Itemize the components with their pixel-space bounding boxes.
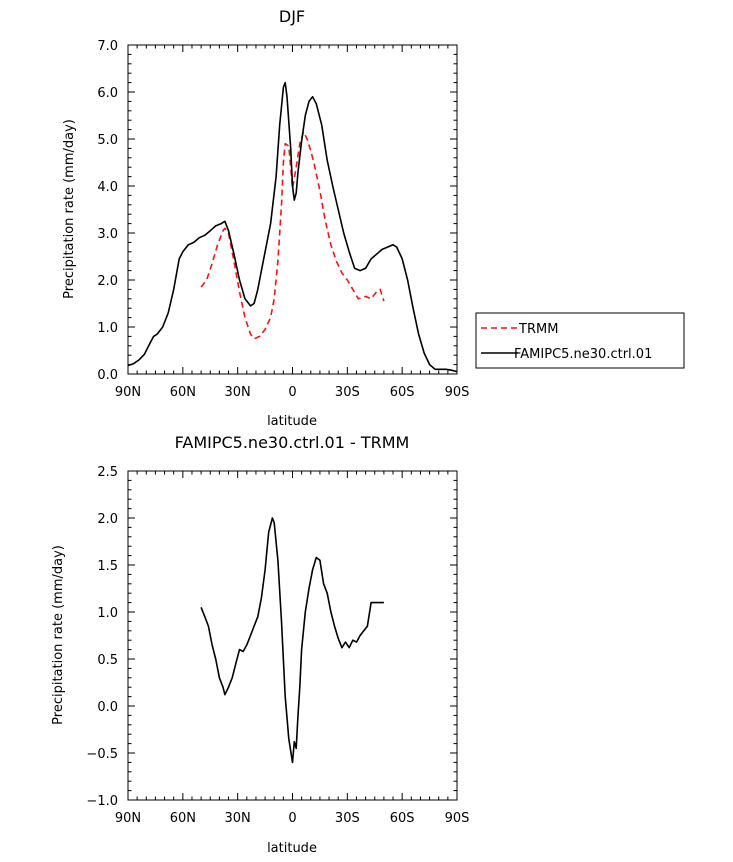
y-tick-label: 4.0 bbox=[97, 180, 118, 195]
plot-frame bbox=[127, 44, 458, 375]
x-tick-label: 0 bbox=[288, 811, 296, 826]
y-tick-label: 2.5 bbox=[97, 465, 118, 480]
y-tick-label: 1.0 bbox=[97, 321, 118, 336]
x-tick-label: 90S bbox=[445, 811, 470, 826]
y-tick-label: 0.0 bbox=[97, 368, 118, 383]
series-line-trmm bbox=[200, 131, 385, 340]
y-tick-label: 7.0 bbox=[97, 39, 118, 54]
x-tick-label: 30S bbox=[335, 385, 360, 400]
series-line-famipc5-ne30-ctrl-01 bbox=[127, 81, 458, 373]
x-tick-label: 90N bbox=[115, 385, 141, 400]
x-tick-label: 60S bbox=[390, 385, 415, 400]
y-tick-label: 2.0 bbox=[97, 274, 118, 289]
x-tick-label: 90N bbox=[115, 811, 141, 826]
y-tick-label: 2.0 bbox=[97, 512, 118, 527]
legend-label-model: FAMIPC5.ne30.ctrl.01 bbox=[514, 347, 652, 362]
y-tick-label: 1.0 bbox=[97, 606, 118, 621]
x-tick-label: 0 bbox=[288, 385, 296, 400]
x-tick-label: 30N bbox=[225, 811, 251, 826]
x-axis-title: latitude bbox=[267, 414, 317, 429]
y-tick-label: 6.0 bbox=[97, 86, 118, 101]
legend: TRMM FAMIPC5.ne30.ctrl.01 bbox=[475, 312, 685, 369]
y-tick-label: 1.5 bbox=[97, 559, 118, 574]
series-line-difference bbox=[200, 517, 384, 764]
legend-box bbox=[475, 312, 685, 369]
panel-title: FAMIPC5.ne30.ctrl.01 - TRMM bbox=[175, 433, 410, 452]
plot-frame bbox=[127, 470, 458, 801]
x-tick-label: 30N bbox=[225, 385, 251, 400]
precip-panel: DJF 90N 60N 30N 0 30S 60S 90S 0.0 1.0 2.0 3.0 4.0 5.… bbox=[62, 7, 469, 429]
panel-title: DJF bbox=[279, 7, 305, 26]
legend-label-trmm: TRMM bbox=[518, 322, 558, 337]
y-tick-label: 5.0 bbox=[97, 133, 118, 148]
x-axis-title: latitude bbox=[267, 841, 317, 856]
y-tick-label: −0.5 bbox=[86, 747, 118, 762]
y-tick-label: 3.0 bbox=[97, 227, 118, 242]
y-axis-title: Precipitation rate (mm/day) bbox=[51, 545, 66, 725]
x-tick-label: 30S bbox=[335, 811, 360, 826]
x-tick-label: 60N bbox=[170, 811, 196, 826]
difference-panel: FAMIPC5.ne30.ctrl.01 - TRMM 90N 60N 30N 0 30… bbox=[51, 433, 469, 856]
x-tick-label: 60N bbox=[170, 385, 196, 400]
y-tick-label: 0.5 bbox=[97, 653, 118, 668]
x-tick-label: 90S bbox=[445, 385, 470, 400]
y-tick-label: −1.0 bbox=[86, 794, 118, 809]
x-tick-label: 60S bbox=[390, 811, 415, 826]
y-axis-title: Precipitation rate (mm/day) bbox=[62, 119, 77, 299]
y-tick-label: 0.0 bbox=[97, 700, 118, 715]
